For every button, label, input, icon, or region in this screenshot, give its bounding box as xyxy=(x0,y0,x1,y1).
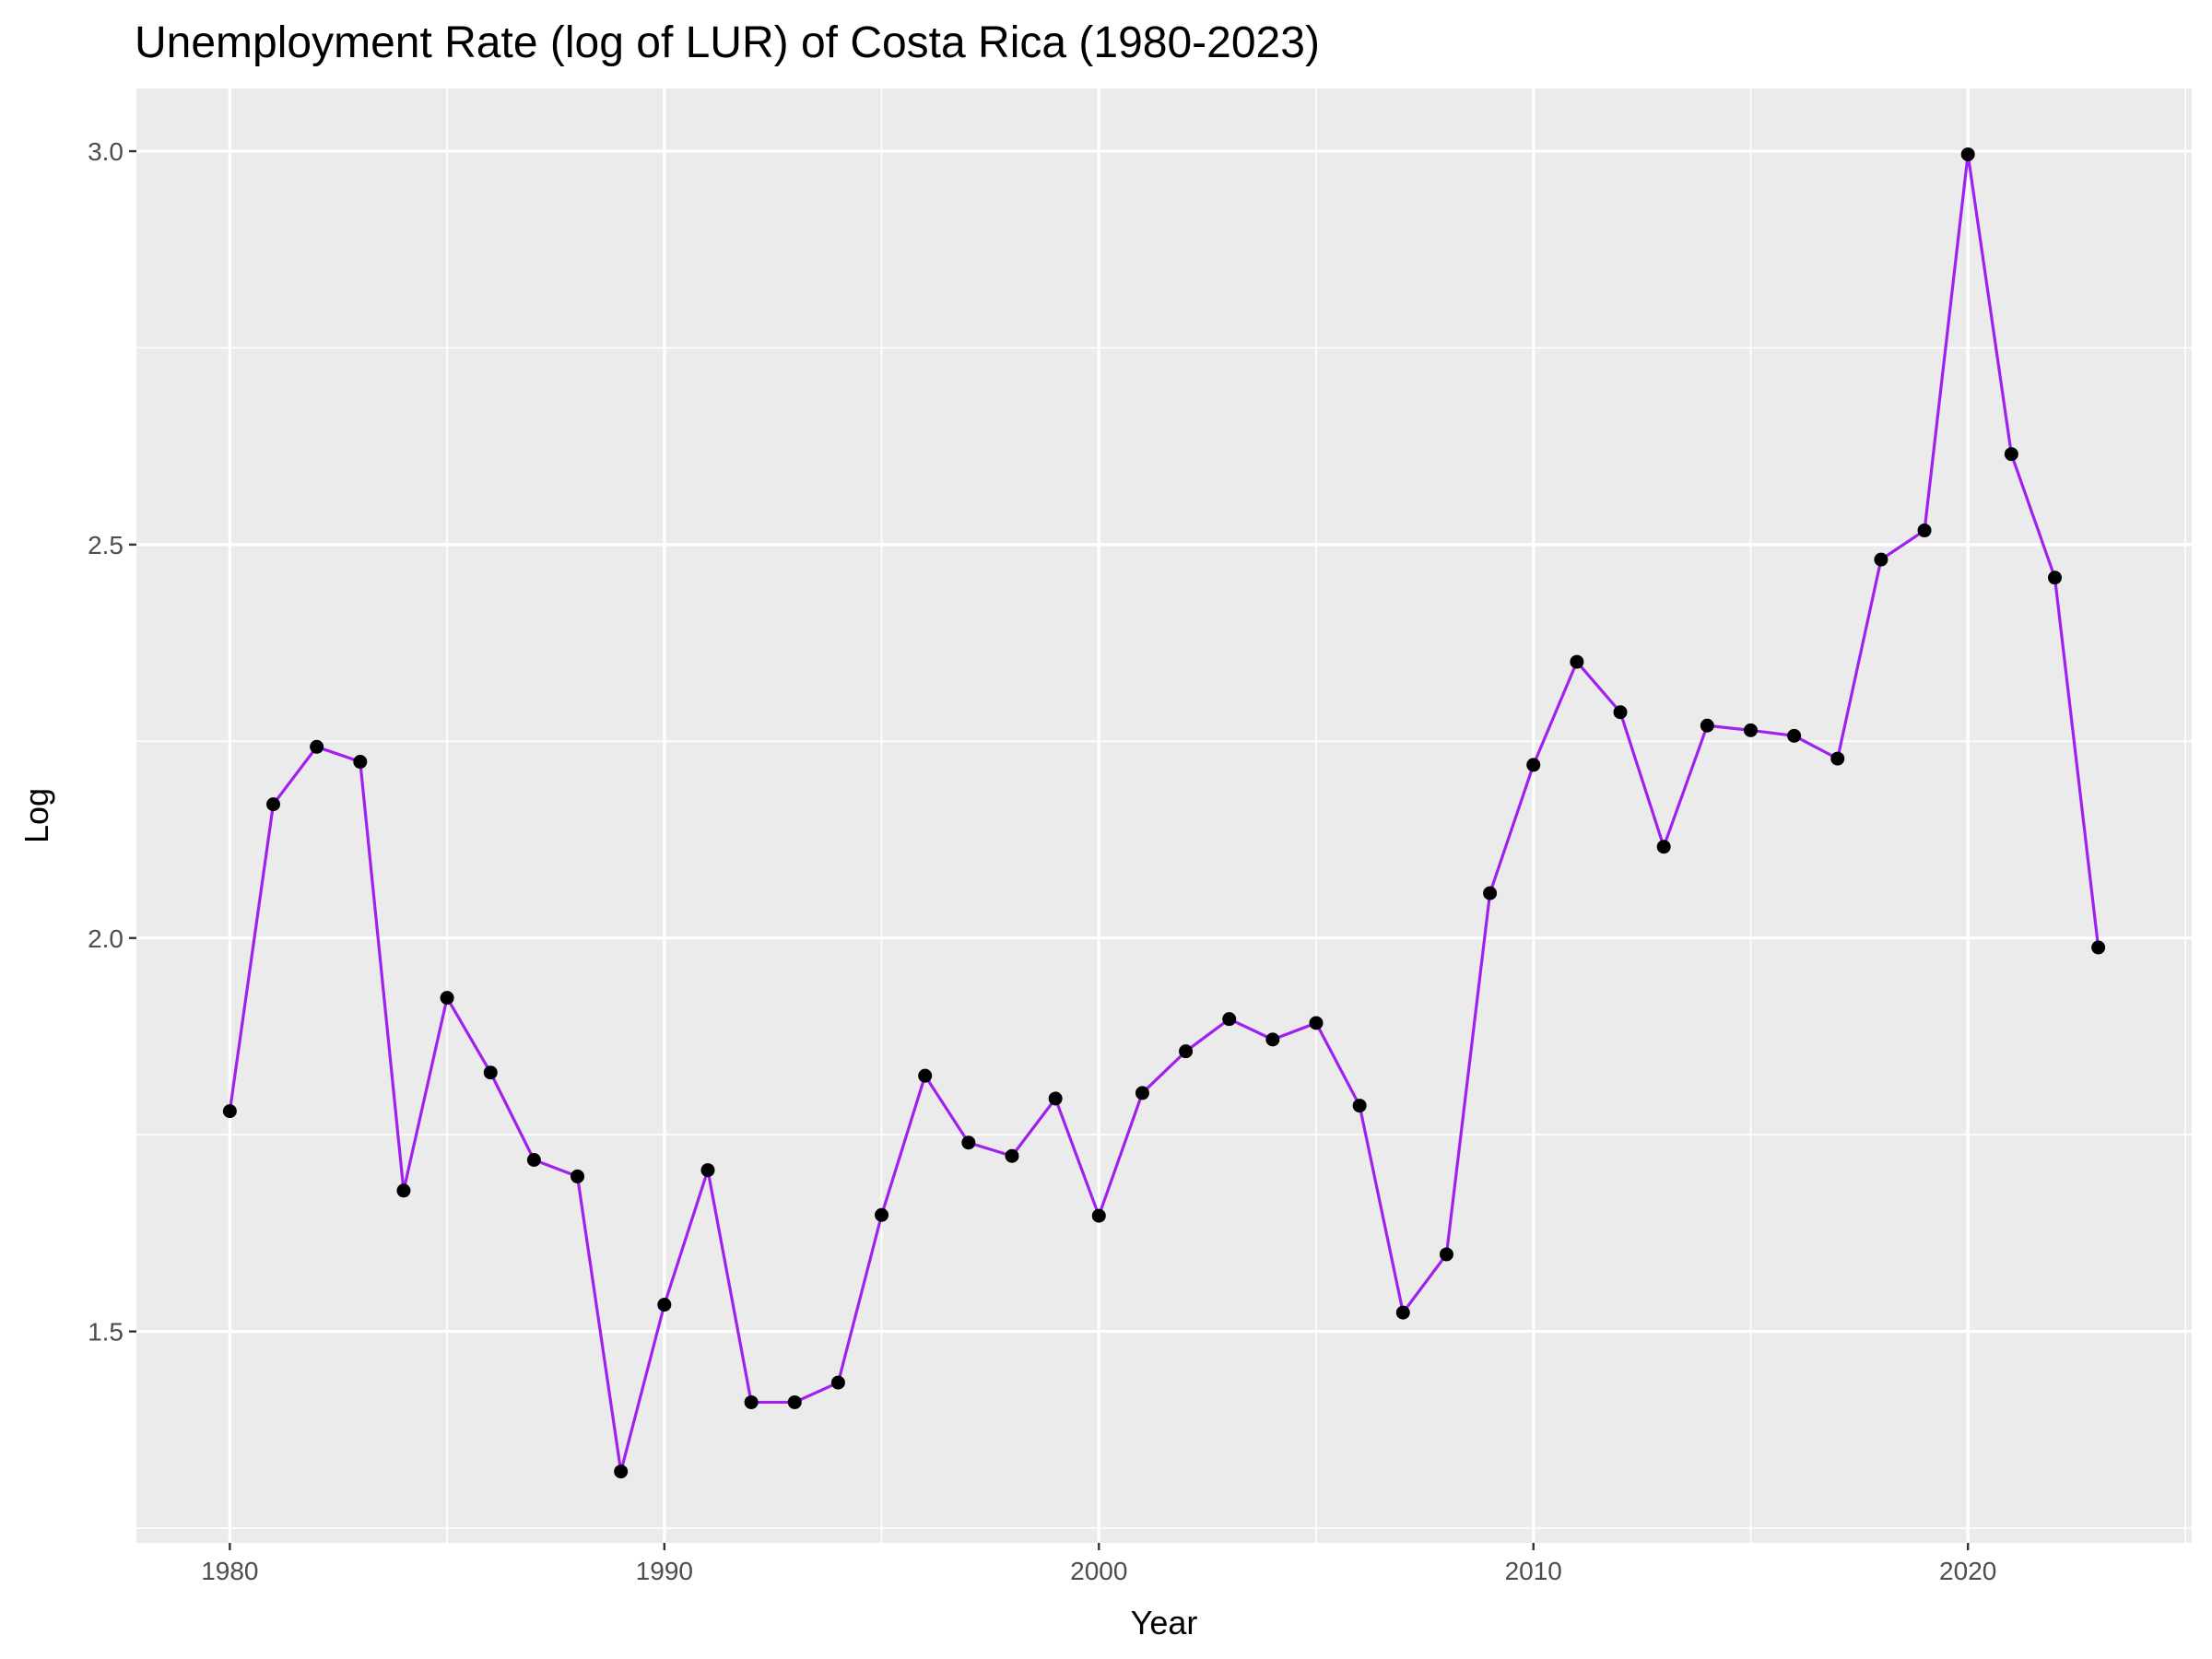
data-point xyxy=(1613,705,1628,720)
data-point xyxy=(657,1298,672,1312)
data-point xyxy=(1352,1099,1367,1113)
data-point xyxy=(1091,1208,1106,1223)
data-point xyxy=(700,1163,715,1178)
data-point xyxy=(1743,723,1758,737)
data-point xyxy=(2091,940,2106,955)
data-point xyxy=(440,991,454,1006)
data-point xyxy=(396,1183,411,1198)
data-point xyxy=(1960,147,1975,161)
data-point xyxy=(1309,1016,1324,1030)
tick-labels: 1980 1990 2000 2010 2020 1.5 2.0 2.5 3.0 xyxy=(88,137,1996,1585)
data-point xyxy=(1439,1247,1453,1262)
y-tick-label: 3.0 xyxy=(88,137,124,166)
data-point xyxy=(2047,571,2062,585)
x-tick-label: 2010 xyxy=(1505,1557,1562,1585)
data-point xyxy=(1048,1091,1063,1106)
x-axis-title: Year xyxy=(1131,1604,1198,1641)
data-point xyxy=(787,1394,802,1409)
data-point xyxy=(526,1152,541,1167)
minor-gridlines xyxy=(136,88,2192,1543)
data-point xyxy=(483,1065,498,1080)
major-gridlines xyxy=(136,88,2192,1543)
x-tick-label: 1980 xyxy=(201,1557,258,1585)
data-point xyxy=(1005,1148,1019,1163)
data-point xyxy=(353,755,368,770)
data-point xyxy=(1265,1032,1280,1047)
y-tick-label: 2.5 xyxy=(88,531,124,559)
x-tick-label: 2020 xyxy=(1939,1557,1996,1585)
x-tick-label: 2000 xyxy=(1070,1557,1127,1585)
chart-title: Unemployment Rate (log of LUR) of Costa … xyxy=(135,18,1320,67)
data-point xyxy=(1656,840,1671,854)
data-point xyxy=(222,1104,237,1119)
data-point xyxy=(1222,1012,1237,1027)
data-point xyxy=(2004,447,2018,462)
data-point xyxy=(1700,718,1714,733)
series-layer xyxy=(222,147,2106,1479)
data-point xyxy=(1179,1044,1194,1059)
data-point xyxy=(875,1207,889,1222)
data-point xyxy=(266,797,281,812)
data-point xyxy=(571,1169,585,1183)
data-point xyxy=(614,1465,629,1479)
x-tick-label: 1990 xyxy=(636,1557,693,1585)
plot-panel xyxy=(136,88,2192,1543)
y-tick-label: 2.0 xyxy=(88,924,124,953)
data-point xyxy=(1874,552,1888,567)
data-point xyxy=(1395,1305,1410,1320)
data-point xyxy=(310,739,324,754)
data-point xyxy=(1917,524,1932,538)
data-point xyxy=(918,1068,933,1083)
data-point xyxy=(961,1135,976,1150)
series-line xyxy=(228,152,2100,1474)
data-point xyxy=(1570,654,1584,669)
data-point xyxy=(830,1375,845,1390)
data-point xyxy=(1526,758,1541,772)
y-tick-label: 1.5 xyxy=(88,1318,124,1347)
data-point xyxy=(1135,1086,1149,1100)
data-point xyxy=(1830,751,1845,766)
data-point xyxy=(1787,728,1802,743)
axis-ticks xyxy=(129,149,1970,1550)
y-axis-title: Log xyxy=(18,788,55,843)
data-point xyxy=(744,1394,759,1409)
data-point xyxy=(1483,886,1498,900)
